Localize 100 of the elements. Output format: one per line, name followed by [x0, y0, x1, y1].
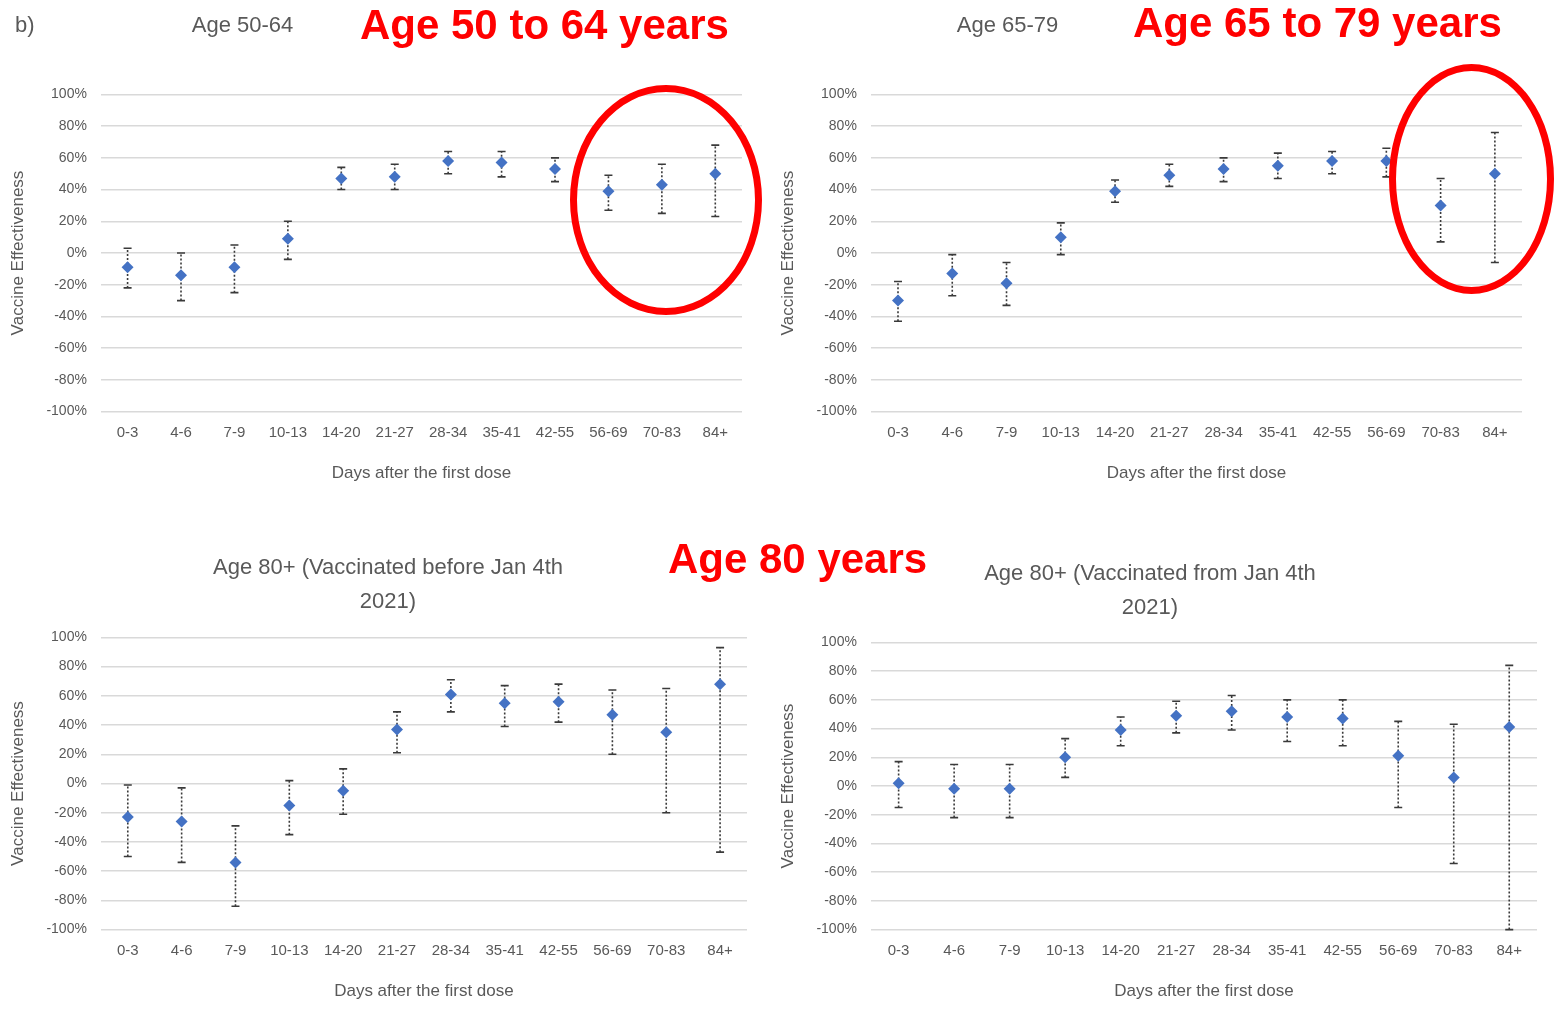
- y-tick-label: -100%: [46, 920, 87, 937]
- x-axis-title: Days after the first dose: [1114, 981, 1294, 1001]
- point: [1434, 199, 1447, 212]
- point: [1000, 277, 1013, 290]
- x-tick-label: 28-34: [428, 422, 468, 440]
- point: [1163, 169, 1176, 182]
- y-tick-label: 80%: [58, 116, 87, 133]
- y-tick-label: 20%: [828, 748, 857, 765]
- x-tick-label: 28-34: [431, 940, 471, 958]
- y-tick-label: 0%: [836, 243, 857, 260]
- point: [121, 811, 134, 824]
- chart-title: Age 80+ (Vaccinated before Jan 4th 2021): [212, 553, 564, 615]
- point: [948, 782, 961, 795]
- x-axis-title: Days after the first dose: [1106, 463, 1287, 483]
- point: [602, 185, 615, 198]
- y-tick-label: -60%: [824, 863, 857, 880]
- x-tick-label: 56-69: [593, 940, 632, 958]
- y-tick-label: 60%: [58, 686, 87, 703]
- y-axis-title: Vaccine Effectiveness: [7, 170, 27, 336]
- y-tick-label: 80%: [58, 657, 87, 674]
- point: [442, 155, 455, 168]
- x-tick-label: 10-13: [1045, 940, 1085, 958]
- point: [714, 678, 727, 691]
- y-tick-label: -40%: [824, 307, 857, 324]
- y-tick-label: 20%: [58, 212, 87, 229]
- point: [892, 777, 905, 790]
- point: [495, 156, 508, 169]
- point: [335, 172, 348, 185]
- chart-title: Age 50-64: [191, 12, 294, 37]
- x-tick-label: 14-20: [322, 422, 361, 440]
- y-tick-label: -80%: [824, 891, 857, 908]
- y-tick-label: -80%: [54, 891, 87, 908]
- x-tick-label: 4-6: [170, 940, 193, 958]
- x-tick-label: 56-69: [1379, 940, 1418, 958]
- x-tick-label: 42-55: [539, 940, 578, 958]
- x-tick-label: 70-83: [642, 422, 682, 440]
- y-tick-label: -100%: [816, 402, 857, 419]
- x-tick-label: 84+: [1482, 422, 1508, 440]
- y-tick-label: -40%: [54, 832, 87, 849]
- y-tick-label: 100%: [51, 628, 87, 645]
- y-tick-label: 40%: [828, 180, 857, 197]
- point: [281, 232, 294, 245]
- x-tick-label: 21-27: [1150, 422, 1189, 440]
- point: [1271, 159, 1284, 172]
- point: [337, 784, 350, 797]
- point: [175, 815, 188, 828]
- x-tick-label: 10-13: [1041, 422, 1080, 440]
- chart-title: Age 80+ (Vaccinated from Jan 4th 2021): [983, 559, 1317, 621]
- y-tick-label: -20%: [824, 805, 857, 822]
- x-tick-label: 42-55: [1323, 940, 1362, 958]
- y-tick-label: 80%: [828, 661, 857, 678]
- y-tick-label: 0%: [66, 243, 87, 260]
- x-tick-label: 28-34: [1212, 940, 1251, 958]
- point: [283, 799, 296, 812]
- chart-title: Age 65-79: [955, 11, 1060, 39]
- x-tick-label: 56-69: [1367, 422, 1406, 440]
- point: [229, 856, 242, 869]
- point: [391, 723, 404, 736]
- x-tick-label: 4-6: [170, 422, 192, 440]
- point: [175, 269, 188, 282]
- x-tick-label: 84+: [702, 422, 729, 440]
- point: [1003, 782, 1016, 795]
- y-tick-label: 40%: [58, 180, 87, 197]
- x-tick-label: 84+: [1496, 940, 1523, 958]
- text: b): [15, 12, 35, 38]
- point: [660, 726, 673, 739]
- x-tick-label: 70-83: [647, 940, 686, 958]
- x-tick-label: 0-3: [116, 940, 139, 958]
- y-tick-label: -20%: [54, 275, 87, 292]
- point: [709, 167, 722, 180]
- point: [1059, 751, 1072, 764]
- y-tick-label: -60%: [54, 862, 87, 879]
- y-tick-label: 60%: [58, 148, 87, 165]
- x-tick-label: 56-69: [589, 422, 628, 440]
- x-tick-label: 21-27: [377, 940, 417, 958]
- y-tick-label: 40%: [828, 719, 857, 736]
- y-tick-label: 60%: [828, 690, 857, 707]
- x-tick-label: 10-13: [270, 940, 309, 958]
- x-tick-label: 7-9: [223, 422, 246, 440]
- y-tick-label: 60%: [828, 148, 857, 165]
- x-tick-label: 21-27: [1156, 940, 1196, 958]
- x-tick-label: 35-41: [1268, 940, 1307, 958]
- point: [549, 162, 561, 175]
- x-tick-label: 10-13: [268, 422, 308, 440]
- point: [444, 688, 457, 701]
- point: [655, 178, 668, 191]
- x-tick-label: 14-20: [323, 940, 363, 958]
- x-tick-label: 70-83: [1421, 422, 1460, 440]
- point: [1326, 155, 1339, 168]
- point: [1488, 167, 1501, 180]
- point: [946, 267, 959, 280]
- x-tick-label: 0-3: [116, 422, 139, 440]
- y-tick-label: 0%: [836, 776, 857, 793]
- point: [1114, 724, 1127, 736]
- x-tick-label: 21-27: [375, 422, 414, 440]
- x-tick-label: 35-41: [1258, 422, 1298, 440]
- point: [228, 261, 241, 274]
- y-tick-label: -100%: [816, 920, 857, 937]
- y-tick-label: -20%: [54, 803, 87, 820]
- x-axis-title: Days after the first dose: [334, 981, 514, 1001]
